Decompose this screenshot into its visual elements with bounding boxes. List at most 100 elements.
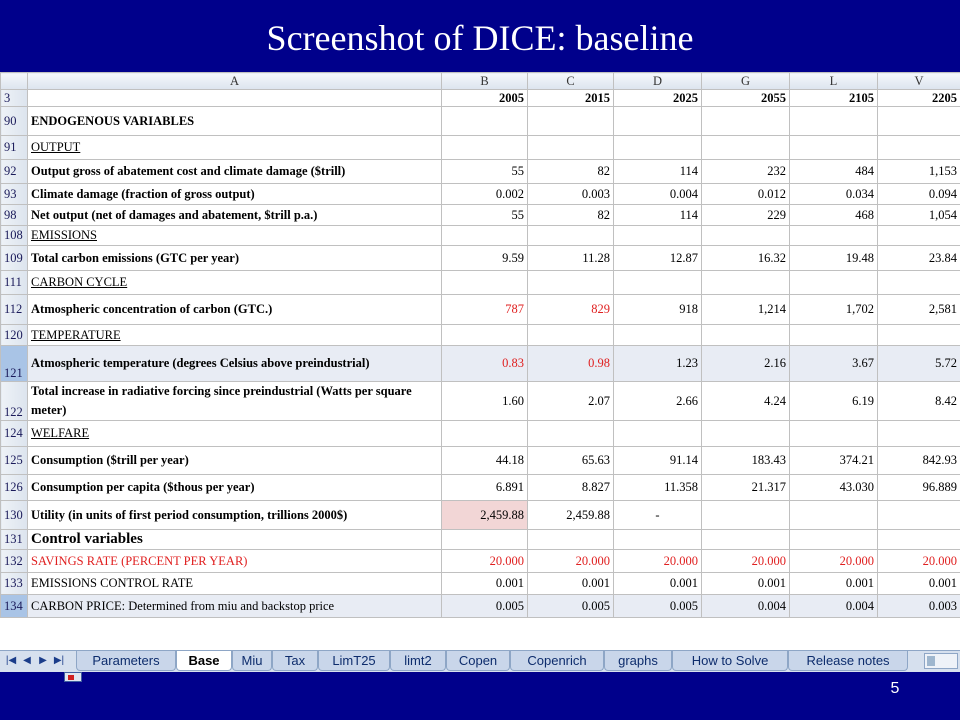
cell-value[interactable]: 21.317 [701,474,790,501]
cell-value[interactable]: 6.891 [441,474,528,501]
cell-value[interactable]: 0.004 [613,183,702,205]
first-sheet-icon[interactable]: |◀ [5,655,17,666]
cell-value[interactable]: 19.48 [789,245,878,271]
cell-label[interactable]: CARBON PRICE: Determined from miu and ba… [27,594,442,618]
cell-value[interactable] [441,106,528,136]
cell-value[interactable]: 484 [789,159,878,184]
cell-value[interactable]: 1,702 [789,294,878,325]
cell-label[interactable]: ENDOGENOUS VARIABLES [27,106,442,136]
row-number[interactable]: 121 [0,345,28,382]
cell-value[interactable] [441,135,528,160]
cell-value[interactable]: 0.001 [441,572,528,595]
cell-label[interactable]: Total increase in radiative forcing sinc… [27,381,442,421]
cell-value[interactable]: 0.004 [701,594,790,618]
cell-value[interactable]: 4.24 [701,381,790,421]
cell-value[interactable]: 5.72 [877,345,960,382]
cell-value[interactable]: 0.83 [441,345,528,382]
cell-value[interactable] [613,324,702,346]
cell-value[interactable]: 114 [613,204,702,226]
cell-value[interactable] [789,270,878,295]
cell-value[interactable]: 2.07 [527,381,614,421]
cell-value[interactable]: 8.827 [527,474,614,501]
cell-value[interactable] [527,270,614,295]
row-number[interactable]: 131 [0,529,28,550]
cell-value[interactable] [613,106,702,136]
cell-value[interactable] [441,529,528,550]
cell-value[interactable]: 55 [441,204,528,226]
row-number[interactable]: 134 [0,594,28,618]
cell-label[interactable]: Output gross of abatement cost and clima… [27,159,442,184]
row-number[interactable]: 112 [0,294,28,325]
cell-value[interactable]: 2.16 [701,345,790,382]
cell-value[interactable]: 2005 [441,89,528,107]
row-number[interactable]: 98 [0,204,28,226]
cell-value[interactable]: 1.23 [613,345,702,382]
cell-value[interactable]: 8.42 [877,381,960,421]
cell-value[interactable] [701,500,790,530]
cell-value[interactable]: 20.000 [701,549,790,573]
cell-value[interactable] [877,420,960,447]
cell-label[interactable]: Consumption per capita ($thous per year) [27,474,442,501]
cell-value[interactable]: 20.000 [877,549,960,573]
tab-how-to-solve[interactable]: How to Solve [672,651,788,671]
cell-value[interactable]: 468 [789,204,878,226]
cell-value[interactable] [789,420,878,447]
cell-value[interactable] [789,500,878,530]
cell-value[interactable] [701,106,790,136]
scrollbar-thumb[interactable] [927,656,935,666]
column-header-l[interactable]: L [789,72,878,90]
tab-base[interactable]: Base [176,651,232,671]
cell-value[interactable] [613,225,702,246]
cell-value[interactable] [441,270,528,295]
cell-label[interactable]: EMISSIONS [27,225,442,246]
cell-value[interactable]: 2205 [877,89,960,107]
horizontal-scrollbar[interactable] [924,653,958,669]
cell-value[interactable] [701,420,790,447]
cell-value[interactable]: 91.14 [613,446,702,475]
cell-value[interactable] [441,420,528,447]
cell-label[interactable] [27,89,442,107]
cell-value[interactable]: 11.358 [613,474,702,501]
cell-value[interactable]: 0.005 [527,594,614,618]
row-number[interactable]: 126 [0,474,28,501]
cell-value[interactable]: 787 [441,294,528,325]
row-number[interactable]: 130 [0,500,28,530]
cell-value[interactable] [701,270,790,295]
tab-copenrich[interactable]: Copenrich [510,651,604,671]
cell-value[interactable] [613,270,702,295]
cell-value[interactable]: 0.003 [877,594,960,618]
row-number[interactable]: 120 [0,324,28,346]
cell-label[interactable]: SAVINGS RATE (PERCENT PER YEAR) [27,549,442,573]
cell-value[interactable]: 20.000 [789,549,878,573]
tab-graphs[interactable]: graphs [604,651,672,671]
cell-value[interactable]: 0.094 [877,183,960,205]
cell-value[interactable]: 6.19 [789,381,878,421]
cell-label[interactable]: Atmospheric concentration of carbon (GTC… [27,294,442,325]
row-number[interactable]: 93 [0,183,28,205]
cell-value[interactable] [441,324,528,346]
cell-value[interactable]: 1,153 [877,159,960,184]
cell-label[interactable]: Control variables [27,529,442,550]
tab-release-notes[interactable]: Release notes [788,651,908,671]
row-number[interactable]: 92 [0,159,28,184]
tab-limt25[interactable]: LimT25 [318,651,390,671]
cell-label[interactable]: Atmospheric temperature (degrees Celsius… [27,345,442,382]
cell-value[interactable]: 0.002 [441,183,528,205]
tab-copen[interactable]: Copen [446,651,510,671]
row-number[interactable]: 125 [0,446,28,475]
column-header-c[interactable]: C [527,72,614,90]
cell-value[interactable] [527,324,614,346]
cell-value[interactable] [789,106,878,136]
cell-value[interactable]: 842.93 [877,446,960,475]
cell-value[interactable]: 9.59 [441,245,528,271]
cell-label[interactable]: Climate damage (fraction of gross output… [27,183,442,205]
cell-value[interactable]: 20.000 [613,549,702,573]
cell-value[interactable]: 2105 [789,89,878,107]
cell-value[interactable]: 829 [527,294,614,325]
cell-value[interactable] [613,420,702,447]
row-number[interactable]: 90 [0,106,28,136]
cell-value[interactable]: 44.18 [441,446,528,475]
cell-value[interactable]: 3.67 [789,345,878,382]
row-number[interactable]: 3 [0,89,28,107]
cell-label[interactable]: CARBON CYCLE [27,270,442,295]
